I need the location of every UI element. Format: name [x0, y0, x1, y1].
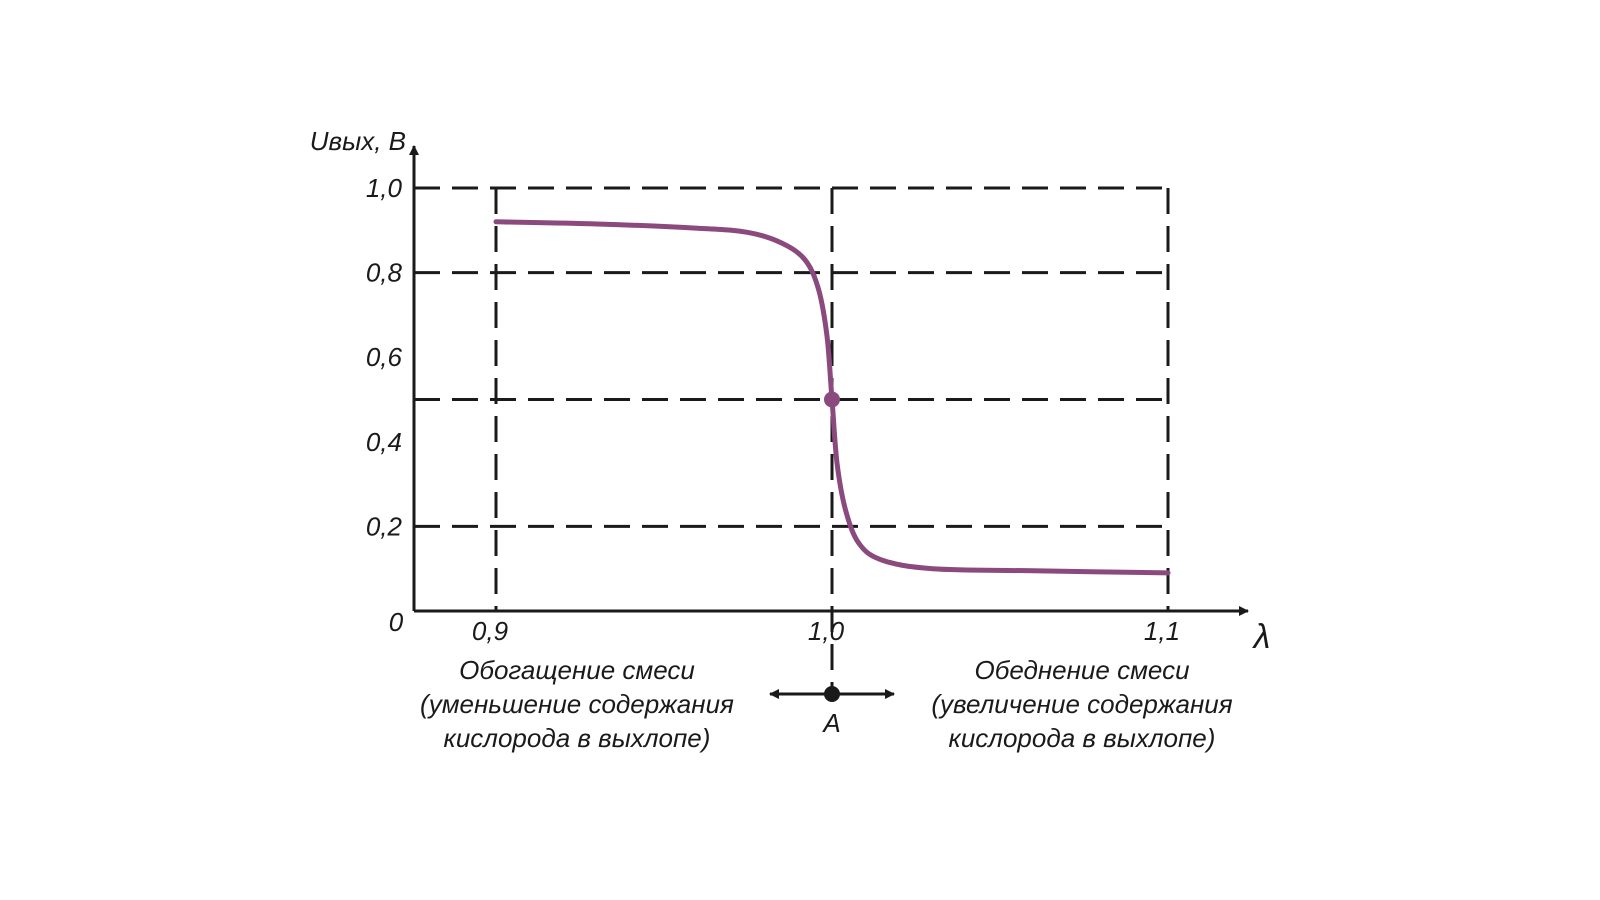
rich-mixture-line-2: (уменьшение содержания	[420, 689, 734, 719]
x-axis-title: λ	[1252, 618, 1271, 656]
origin-label: 0	[389, 607, 404, 637]
mixture-annotation: A Обогащение смеси (уменьшение содержани…	[420, 655, 1233, 753]
point-a-marker	[824, 686, 840, 702]
lean-mixture-title: Обеднение смеси	[974, 655, 1189, 685]
grid-lines	[414, 186, 1170, 694]
rich-mixture-line-3: кислорода в выхлопе)	[444, 723, 711, 753]
lean-mixture-line-3: кислорода в выхлопе)	[949, 723, 1216, 753]
lean-mixture-line-2: (увеличение содержания	[931, 689, 1232, 719]
y-tick-label: 0,8	[366, 258, 403, 288]
y-tick-label: 1,0	[366, 173, 403, 203]
y-tick-label: 0,4	[366, 427, 402, 457]
midpoint-marker	[824, 391, 840, 408]
rich-mixture-title: Обогащение смеси	[459, 655, 695, 685]
series	[493, 219, 1171, 576]
y-tick-labels: 1,0 0,8 0,6 0,4 0,2	[366, 173, 403, 541]
x-tick-labels: 0,9 1,0 1,1	[472, 616, 1180, 646]
point-a-label: A	[821, 708, 840, 738]
x-tick-label: 1,1	[1144, 616, 1180, 646]
sensor-voltage-curve	[493, 219, 1171, 576]
x-tick-label: 1,0	[808, 616, 845, 646]
axes: Uвых, В λ 0	[310, 126, 1271, 656]
x-tick-label: 0,9	[472, 616, 508, 646]
y-tick-label: 0,2	[366, 511, 403, 541]
y-axis-title: Uвых, В	[310, 126, 406, 156]
y-tick-label: 0,6	[366, 342, 403, 372]
